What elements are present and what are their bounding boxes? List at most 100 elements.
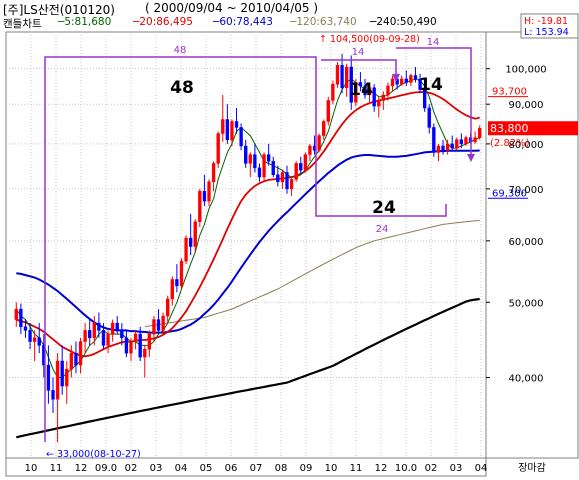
candle-body — [377, 100, 381, 107]
candle-body — [367, 87, 372, 96]
candle-body — [166, 298, 170, 317]
candle-body — [441, 145, 445, 151]
market-close-label: 장마감 — [518, 462, 546, 474]
arrow-14-a — [392, 74, 400, 82]
x-tick-label: 02 — [125, 463, 138, 474]
last-price-badge — [488, 121, 578, 136]
candle-body — [143, 348, 147, 358]
title-bar: [주]LS산전(010120) ( 2000/09/04 ~ 2010/04/0… — [0, 0, 579, 17]
level-badge-bg — [490, 186, 526, 199]
x-tick-label: 11 — [350, 463, 363, 474]
candle-body — [276, 174, 280, 182]
candle-body — [110, 322, 115, 335]
candle-body — [344, 66, 349, 89]
x-tick-label: 12 — [75, 463, 88, 474]
candle-body — [37, 337, 41, 346]
candle-body — [285, 172, 289, 190]
candle-body — [120, 330, 124, 339]
chart-kind-label: 캔들차트 — [3, 18, 42, 30]
annotations: 83,800 (2.82%) 93,700 69,300 ↑ 104,500(09-09… — [44, 34, 578, 460]
candle-body — [335, 65, 340, 85]
candle-body — [253, 154, 257, 169]
candle-body — [386, 85, 390, 96]
candle-body — [455, 139, 459, 149]
last-change-label: (2.82%) — [490, 138, 530, 149]
level-label: 93,700 — [492, 87, 527, 98]
y-tick-label: 50,000 — [509, 298, 544, 309]
candle-body — [88, 330, 92, 339]
candles — [14, 53, 482, 443]
candle-body — [138, 333, 142, 358]
x-tick-label: 04 — [475, 463, 488, 474]
candle-body — [381, 94, 386, 101]
x-tick-label: 12 — [375, 463, 388, 474]
legend-bar: 캔들차트 ─5:81,680 ─20:86,495 ─60:78,443 ─12… — [0, 16, 579, 30]
candle-body — [147, 333, 152, 350]
candle-body — [188, 237, 193, 247]
candle-body — [340, 65, 344, 89]
axes: 40,000 50,000 60,000 70,000 80,000 90,000 100,… — [25, 65, 547, 474]
low-change-label: L: 153.94 — [524, 27, 569, 38]
line-ma240 — [16, 297, 480, 439]
x-tick-label: 05 — [200, 463, 213, 474]
candle-body — [478, 127, 482, 138]
chart-frame: H: -19.81L: 153.94 — [5, 13, 579, 477]
line-ma20 — [16, 91, 480, 358]
candle-body — [280, 172, 285, 182]
y-tick-label: 80,000 — [509, 140, 544, 151]
candle-body — [308, 145, 312, 155]
candle-body — [170, 279, 174, 300]
candle-body — [459, 139, 464, 145]
candle-body — [464, 137, 468, 145]
candle-body — [349, 66, 353, 103]
candle-body — [184, 237, 188, 262]
x-tick-label: 04 — [175, 463, 188, 474]
date-range: ( 2000/09/04 ~ 2010/04/05 ) — [145, 1, 319, 15]
candle-body — [211, 163, 216, 182]
x-tick-label: 10 — [325, 463, 338, 474]
candle-body — [303, 154, 308, 171]
candle-body — [289, 179, 294, 190]
bracket-24 — [315, 72, 447, 217]
y-tick-label: 70,000 — [509, 185, 544, 196]
candle-body — [248, 154, 252, 164]
candle-body — [179, 260, 184, 287]
y-tick-label: 40,000 — [509, 373, 544, 384]
candle-body — [230, 121, 234, 140]
legend-ma120: ─120:63,740 — [290, 16, 357, 28]
x-tick-label: 10 — [25, 463, 38, 474]
x-tick-label: 07 — [250, 463, 263, 474]
candle-body — [354, 82, 358, 103]
candle-body — [124, 337, 129, 354]
candle-body — [400, 78, 404, 85]
high-annotation: ↑ 104,500(09-09-28) — [319, 34, 420, 45]
candle-body — [216, 133, 220, 164]
candle-body — [65, 368, 69, 387]
count-label-14a-small: 14 — [352, 47, 365, 58]
candle-body — [19, 308, 23, 327]
legend-ma20: ─20:86,495 — [133, 16, 193, 28]
candle-body — [115, 322, 119, 331]
candle-body — [266, 154, 271, 162]
candle-body — [234, 121, 239, 128]
candle-body — [390, 78, 395, 87]
candle-body — [317, 135, 321, 151]
candle-body — [32, 337, 37, 342]
bracket-14-a — [321, 59, 397, 78]
hl-box — [520, 13, 579, 39]
candle-body — [55, 360, 60, 400]
y-tick-label: 90,000 — [509, 100, 544, 111]
candle-body — [427, 107, 431, 128]
candle-body — [299, 163, 303, 171]
x-tick-label: 09.0 — [95, 463, 117, 474]
level-badge-bg — [490, 84, 526, 97]
count-label-14b-small: 14 — [427, 37, 440, 48]
candle-body — [193, 221, 197, 247]
plot-area — [5, 31, 487, 459]
candle-body — [244, 145, 248, 164]
candle-body — [83, 330, 87, 342]
candle-body — [46, 364, 51, 391]
candle-body — [473, 137, 477, 143]
candle-body — [14, 308, 18, 320]
